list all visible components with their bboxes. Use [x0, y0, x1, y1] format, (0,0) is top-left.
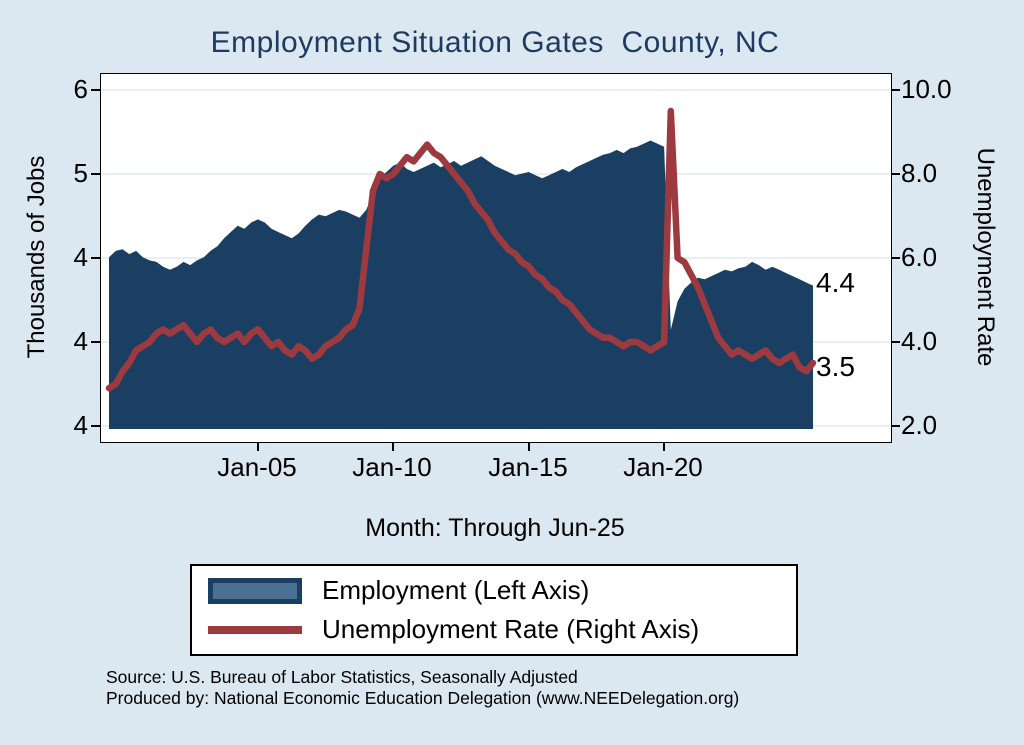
tick-mark [528, 442, 530, 451]
left-tick-label: 5 [73, 158, 88, 188]
x-tick-label: Jan-10 [352, 452, 432, 482]
right-tick-label: 2.0 [901, 410, 938, 440]
tick-mark [91, 341, 100, 343]
x-axis-title: Month: Through Jun-25 [365, 514, 625, 542]
plot-area [100, 73, 892, 443]
tick-mark [91, 173, 100, 175]
left-tick-label: 4 [73, 326, 88, 356]
right-tick-label: 8.0 [901, 158, 938, 188]
left-axis-title: Thousands of Jobs [23, 155, 50, 359]
right-tick-label: 10.0 [901, 74, 952, 104]
x-tick-label: Jan-05 [217, 452, 297, 482]
annotation-unemployment-end: 3.5 [816, 351, 855, 382]
tick-mark [392, 442, 394, 451]
unemployment-line [105, 107, 817, 392]
tick-mark [891, 425, 900, 427]
tick-mark [91, 89, 100, 91]
right-tick-label: 4.0 [901, 326, 938, 356]
right-tick-label: 6.0 [901, 242, 938, 272]
source-line-1: Source: U.S. Bureau of Labor Statistics,… [106, 667, 578, 687]
source-line-2: Produced by: National Economic Education… [106, 688, 740, 708]
left-tick-label: 4 [73, 242, 88, 272]
tick-mark [891, 341, 900, 343]
legend-label-employment: Employment (Left Axis) [322, 575, 590, 605]
x-tick-label: Jan-15 [488, 452, 568, 482]
x-tick-label: Jan-20 [623, 452, 703, 482]
tick-mark [891, 173, 900, 175]
tick-mark [91, 257, 100, 259]
unemployment-line-swatch [208, 617, 302, 643]
tick-mark [257, 442, 259, 451]
tick-mark [663, 442, 665, 451]
chart-title: Employment Situation Gates County, NC [210, 26, 780, 59]
tick-mark [891, 89, 900, 91]
annotation-employment-end: 4.4 [816, 267, 855, 298]
left-tick-label: 6 [73, 74, 88, 104]
left-tick-label: 4 [73, 410, 88, 440]
tick-mark [91, 425, 100, 427]
tick-mark [891, 257, 900, 259]
plot-svg [101, 89, 891, 429]
legend: Employment (Left Axis) Unemployment Rate… [190, 564, 798, 656]
right-axis-title: Unemployment Rate [972, 147, 999, 367]
legend-row-employment: Employment (Left Axis) [208, 575, 796, 606]
employment-area-swatch [208, 577, 302, 604]
legend-label-unemployment: Unemployment Rate (Right Axis) [322, 614, 700, 644]
employment-area [109, 140, 813, 429]
legend-row-unemployment: Unemployment Rate (Right Axis) [208, 614, 796, 645]
